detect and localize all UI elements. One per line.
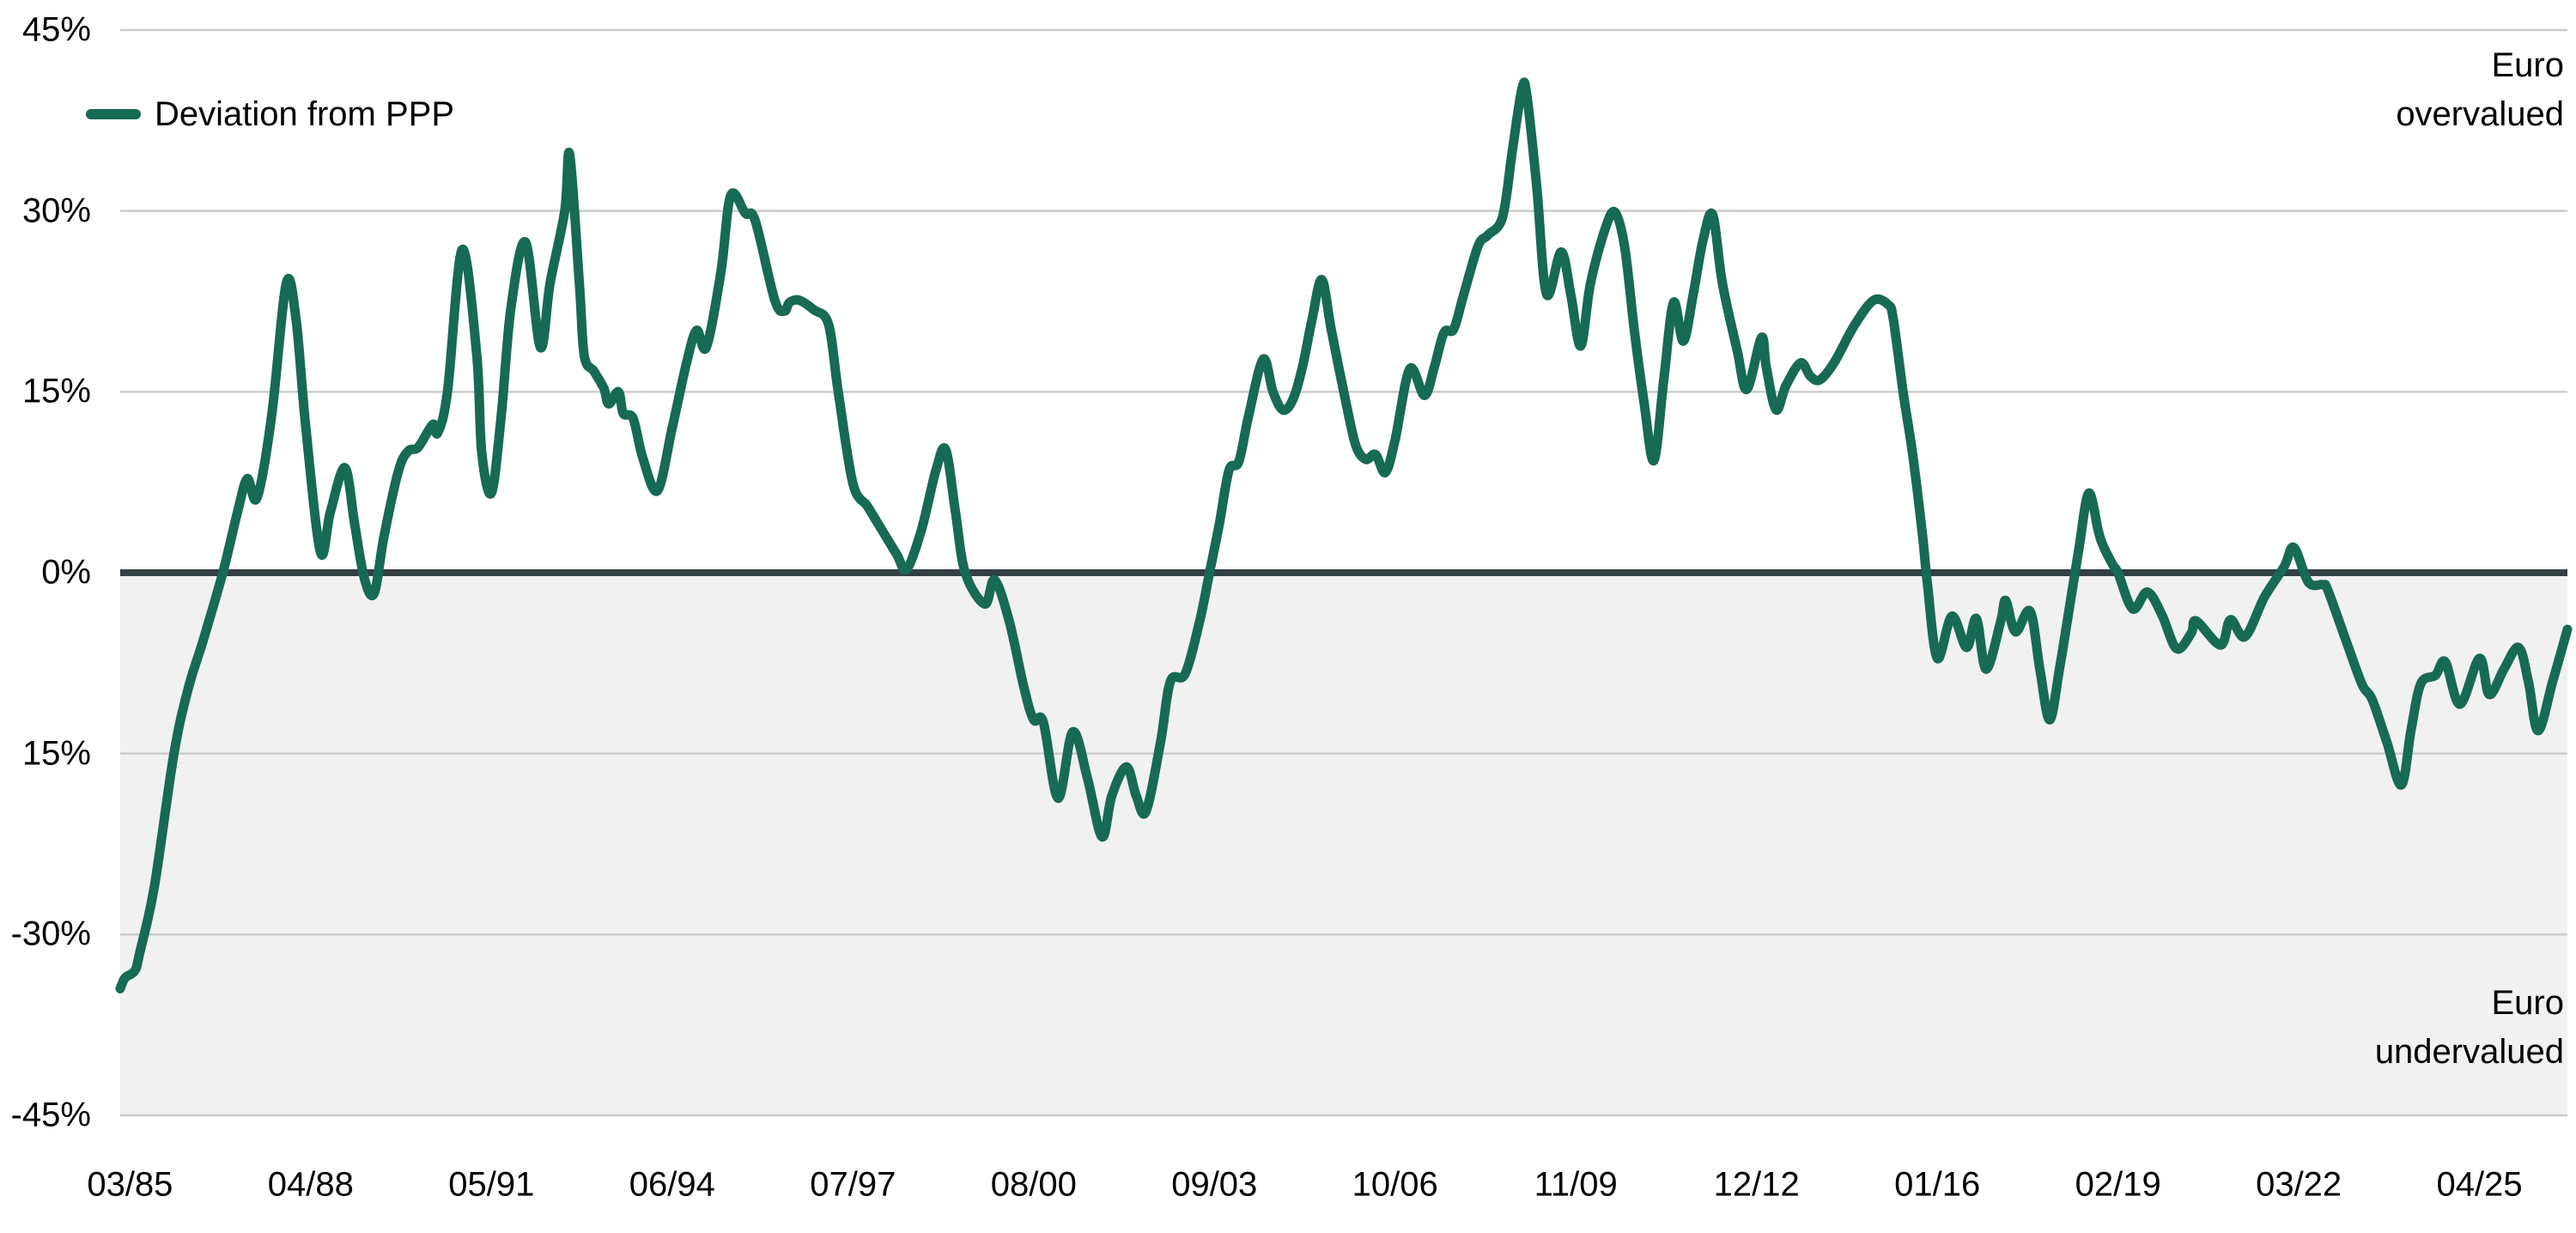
x-tick-label: 01/16	[1894, 1165, 1981, 1204]
x-tick-label: 08/00	[990, 1165, 1077, 1204]
y-tick-label: 15%	[21, 372, 91, 410]
x-tick-label: 04/25	[2436, 1165, 2523, 1204]
y-tick-label: 15%	[21, 734, 91, 773]
deviation-from-ppp-line	[115, 77, 2573, 993]
x-tick-label: 09/03	[1171, 1165, 1258, 1204]
overvalued-annotation: Euro overvalued	[2396, 46, 2564, 133]
y-tick-label: 0%	[41, 553, 91, 592]
y-tick-label: 30%	[21, 191, 91, 230]
x-tick-label: 07/97	[810, 1165, 896, 1204]
y-tick-label: -30%	[10, 914, 91, 953]
x-tick-label: 04/88	[267, 1165, 354, 1204]
below-zero-shading	[120, 573, 2567, 1115]
x-tick-label: 06/94	[629, 1165, 715, 1204]
x-tick-label: 11/09	[1534, 1165, 1618, 1204]
x-tick-label: 12/12	[1713, 1165, 1800, 1204]
x-tick-label: 03/22	[2256, 1165, 2342, 1204]
x-tick-label: 10/06	[1352, 1165, 1438, 1204]
x-tick-label: 05/91	[448, 1165, 535, 1204]
x-tick-label: 02/19	[2075, 1165, 2161, 1204]
y-tick-label: -45%	[10, 1096, 91, 1134]
undervalued-annotation: Euro undervalued	[2374, 984, 2564, 1071]
legend-label: Deviation from PPP	[155, 94, 455, 133]
legend: Deviation from PPP	[86, 94, 454, 134]
legend-line-swatch	[86, 109, 141, 119]
y-tick-label: 45%	[21, 10, 91, 49]
x-tick-label: 03/85	[87, 1165, 173, 1204]
